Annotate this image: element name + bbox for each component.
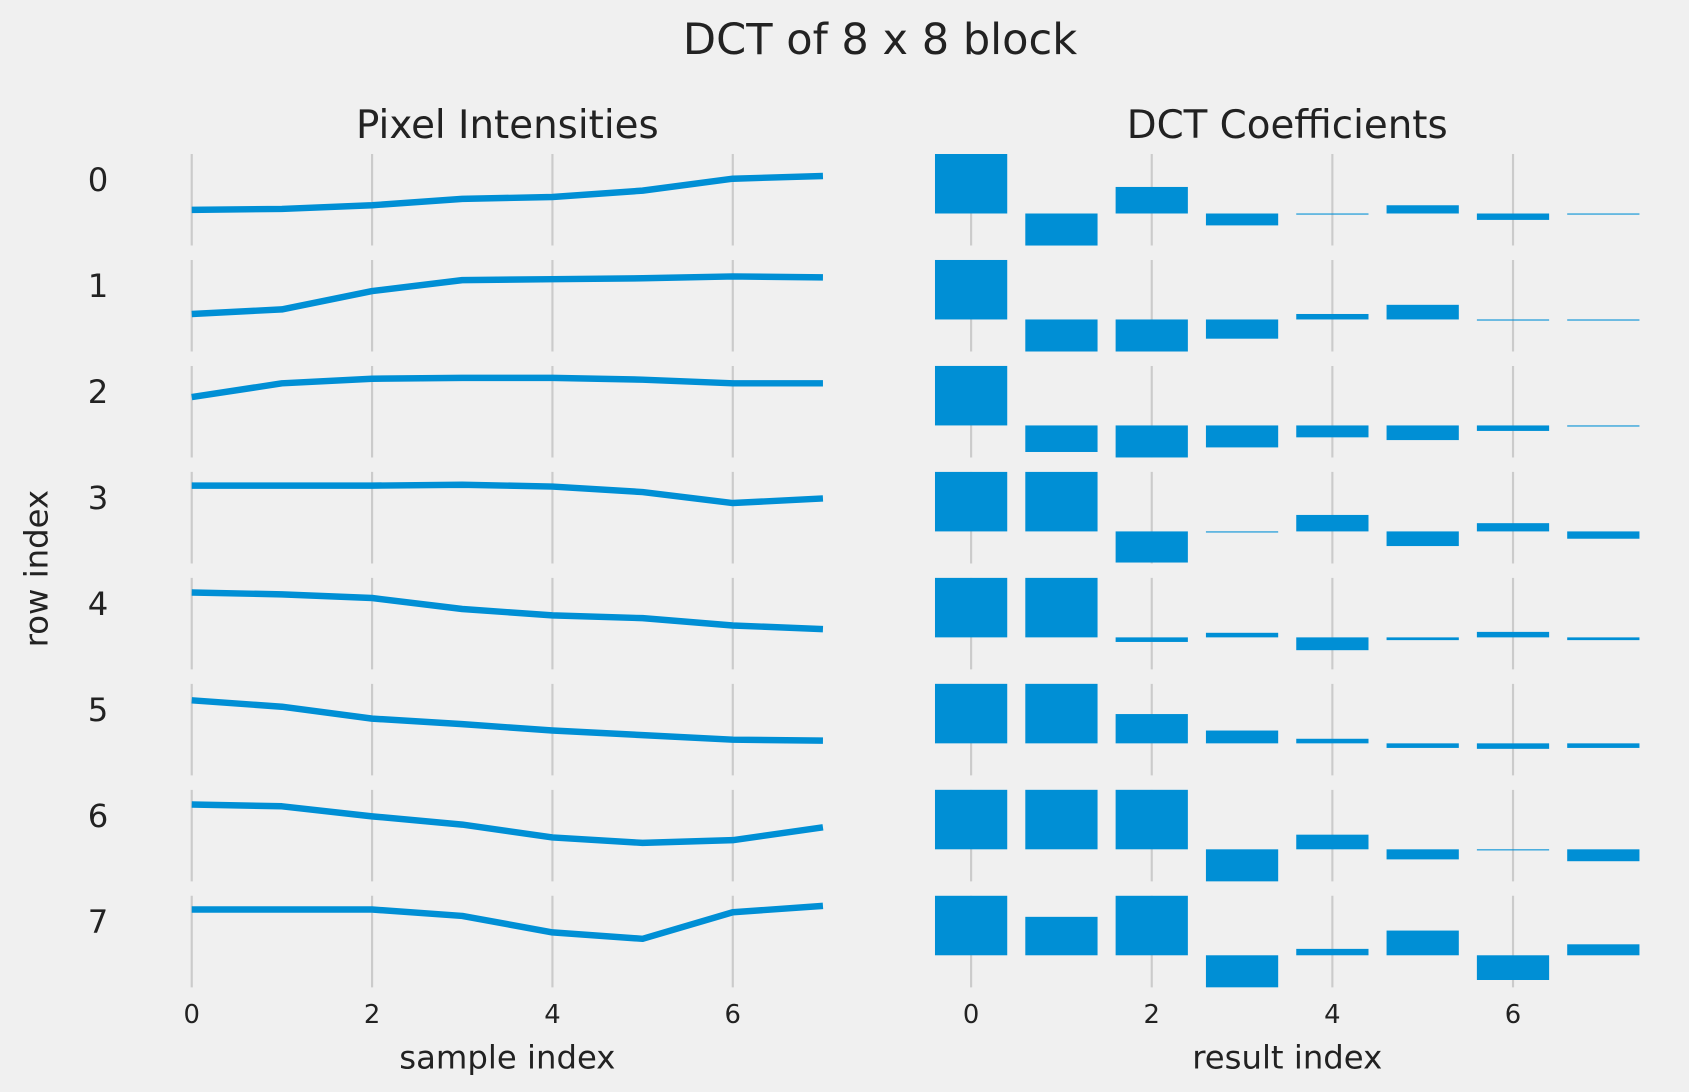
dct-bar-row-1-col-1 bbox=[1025, 319, 1098, 352]
dct-bar-row-5-col-7 bbox=[1567, 743, 1640, 748]
dct-bar-row-4-col-4 bbox=[1296, 637, 1369, 651]
dct-bar-row-0-col-4 bbox=[1296, 213, 1369, 215]
dct-bar-row-3-col-4 bbox=[1296, 514, 1369, 532]
row-axis-label: row index bbox=[17, 490, 55, 647]
row-tick-label: 6 bbox=[88, 797, 109, 835]
row-tick-label: 3 bbox=[88, 479, 109, 517]
dct-bar-row-0-col-3 bbox=[1205, 213, 1279, 226]
pixel-intensity-line-row-1 bbox=[191, 273, 823, 318]
x-tick-label: 6 bbox=[1505, 1000, 1521, 1030]
dct-bar-row-6-col-0 bbox=[934, 789, 1008, 850]
pixel-intensity-line-row-7 bbox=[191, 902, 824, 943]
dct-bar-row-3-col-7 bbox=[1567, 531, 1640, 539]
dct-bar-row-0-col-1 bbox=[1025, 213, 1098, 246]
dct-bar-row-7-col-5 bbox=[1386, 930, 1459, 956]
pixel-intensity-line-row-0 bbox=[191, 172, 824, 214]
dct-bar-row-5-col-0 bbox=[934, 683, 1008, 744]
row-tick-label: 4 bbox=[88, 585, 109, 623]
dct-bar-row-1-col-2 bbox=[1115, 319, 1188, 352]
dct-bar-row-3-col-5 bbox=[1386, 531, 1459, 547]
dct-bar-row-5-col-6 bbox=[1476, 743, 1550, 749]
dct-bar-row-6-col-5 bbox=[1386, 849, 1459, 860]
dct-bar-row-7-col-2 bbox=[1115, 895, 1188, 956]
dct-bar-row-4-col-1 bbox=[1025, 577, 1098, 638]
x-tick-label: 0 bbox=[184, 1000, 200, 1030]
x-tick-label: 6 bbox=[725, 1000, 741, 1030]
dct-bar-row-5-col-5 bbox=[1386, 743, 1459, 748]
row-tick-label: 2 bbox=[88, 373, 109, 411]
dct-bar-row-1-col-3 bbox=[1205, 319, 1279, 339]
dct-bar-row-7-col-6 bbox=[1476, 955, 1550, 980]
row-tick-label: 0 bbox=[88, 161, 109, 199]
dct-bar-row-2-col-4 bbox=[1296, 425, 1369, 438]
dct-bar-row-6-col-7 bbox=[1567, 849, 1640, 862]
x-tick-label: 4 bbox=[1324, 1000, 1340, 1030]
plot-area: 0 1 2 3 4 5 6 7 0 2 4 6 0 2 4 6 bbox=[88, 154, 1640, 1030]
dct-bar-row-6-col-1 bbox=[1025, 789, 1098, 850]
dct-bar-row-2-col-3 bbox=[1205, 425, 1279, 448]
dct-bar-row-0-col-6 bbox=[1476, 213, 1550, 220]
dct-bar-row-4-col-5 bbox=[1386, 637, 1459, 641]
dct-bar-row-1-col-0 bbox=[934, 259, 1008, 320]
dct-bar-row-3-col-1 bbox=[1025, 471, 1098, 532]
dct-bar-row-5-col-3 bbox=[1205, 730, 1279, 744]
pixel-intensity-line-row-6 bbox=[191, 801, 824, 847]
dct-bar-row-7-col-3 bbox=[1205, 955, 1279, 988]
left-x-axis-label: sample index bbox=[399, 1038, 615, 1076]
dct-bar-row-2-col-2 bbox=[1115, 425, 1188, 458]
dct-bar-row-3-col-6 bbox=[1476, 523, 1550, 532]
dct-bar-row-4-col-0 bbox=[934, 577, 1008, 638]
right-panel-title: DCT Coefficients bbox=[1127, 103, 1448, 148]
dct-bar-row-5-col-2 bbox=[1115, 714, 1188, 744]
dct-bar-row-7-col-4 bbox=[1296, 948, 1369, 956]
dct-bar-row-0-col-7 bbox=[1567, 213, 1640, 215]
dct-bar-row-0-col-5 bbox=[1386, 205, 1459, 214]
pixel-intensity-line-row-4 bbox=[191, 589, 824, 633]
dct-bar-row-7-col-1 bbox=[1025, 916, 1098, 956]
dct-bar-row-0-col-2 bbox=[1115, 186, 1188, 214]
dct-bar-row-4-col-2 bbox=[1115, 637, 1188, 642]
dct-bar-row-4-col-3 bbox=[1205, 632, 1279, 638]
pixel-intensity-line-row-2 bbox=[191, 374, 823, 401]
dct-bar-row-5-col-1 bbox=[1025, 683, 1098, 744]
dct-bar-row-6-col-4 bbox=[1296, 834, 1369, 850]
figure-title: DCT of 8 x 8 block bbox=[683, 15, 1077, 65]
dct-bar-row-1-col-5 bbox=[1386, 304, 1459, 320]
dct-bar-row-6-col-6 bbox=[1476, 849, 1550, 851]
x-tick-label: 2 bbox=[364, 1000, 380, 1030]
dct-bar-row-1-col-6 bbox=[1476, 319, 1550, 321]
dct-bar-row-6-col-2 bbox=[1115, 789, 1188, 850]
dct-bar-row-2-col-6 bbox=[1476, 425, 1550, 431]
x-tick-label: 2 bbox=[1144, 1000, 1160, 1030]
dct-bar-row-0-col-0 bbox=[934, 154, 1008, 214]
dct-bar-row-2-col-0 bbox=[934, 365, 1008, 426]
dct-bar-row-3-col-2 bbox=[1115, 531, 1188, 563]
dct-bar-row-4-col-7 bbox=[1567, 637, 1640, 641]
row-tick-label: 5 bbox=[88, 691, 109, 729]
pixel-intensity-line-row-5 bbox=[191, 697, 823, 744]
row-tick-label: 1 bbox=[88, 267, 109, 305]
left-panel-title: Pixel Intensities bbox=[356, 103, 659, 148]
dct-bar-row-3-col-3 bbox=[1205, 531, 1279, 533]
row-tick-label: 7 bbox=[88, 903, 109, 941]
dct-bar-row-7-col-0 bbox=[934, 895, 1008, 956]
dct-bar-row-4-col-6 bbox=[1476, 631, 1550, 638]
dct-bar-row-3-col-0 bbox=[934, 471, 1008, 532]
dct-bar-row-2-col-1 bbox=[1025, 425, 1098, 452]
dct-bar-row-5-col-4 bbox=[1296, 738, 1369, 744]
dct-bar-row-7-col-7 bbox=[1567, 944, 1640, 956]
dct-bar-row-1-col-7 bbox=[1567, 319, 1640, 321]
pixel-intensity-line-row-3 bbox=[191, 481, 824, 507]
right-x-axis-label: result index bbox=[1192, 1038, 1382, 1076]
dct-bar-row-2-col-7 bbox=[1567, 425, 1640, 427]
dct-bar-row-6-col-3 bbox=[1205, 849, 1279, 882]
dct-bar-row-2-col-5 bbox=[1386, 425, 1459, 441]
x-tick-label: 0 bbox=[963, 1000, 979, 1030]
x-tick-label: 4 bbox=[544, 1000, 560, 1030]
dct-bar-row-1-col-4 bbox=[1296, 313, 1369, 320]
